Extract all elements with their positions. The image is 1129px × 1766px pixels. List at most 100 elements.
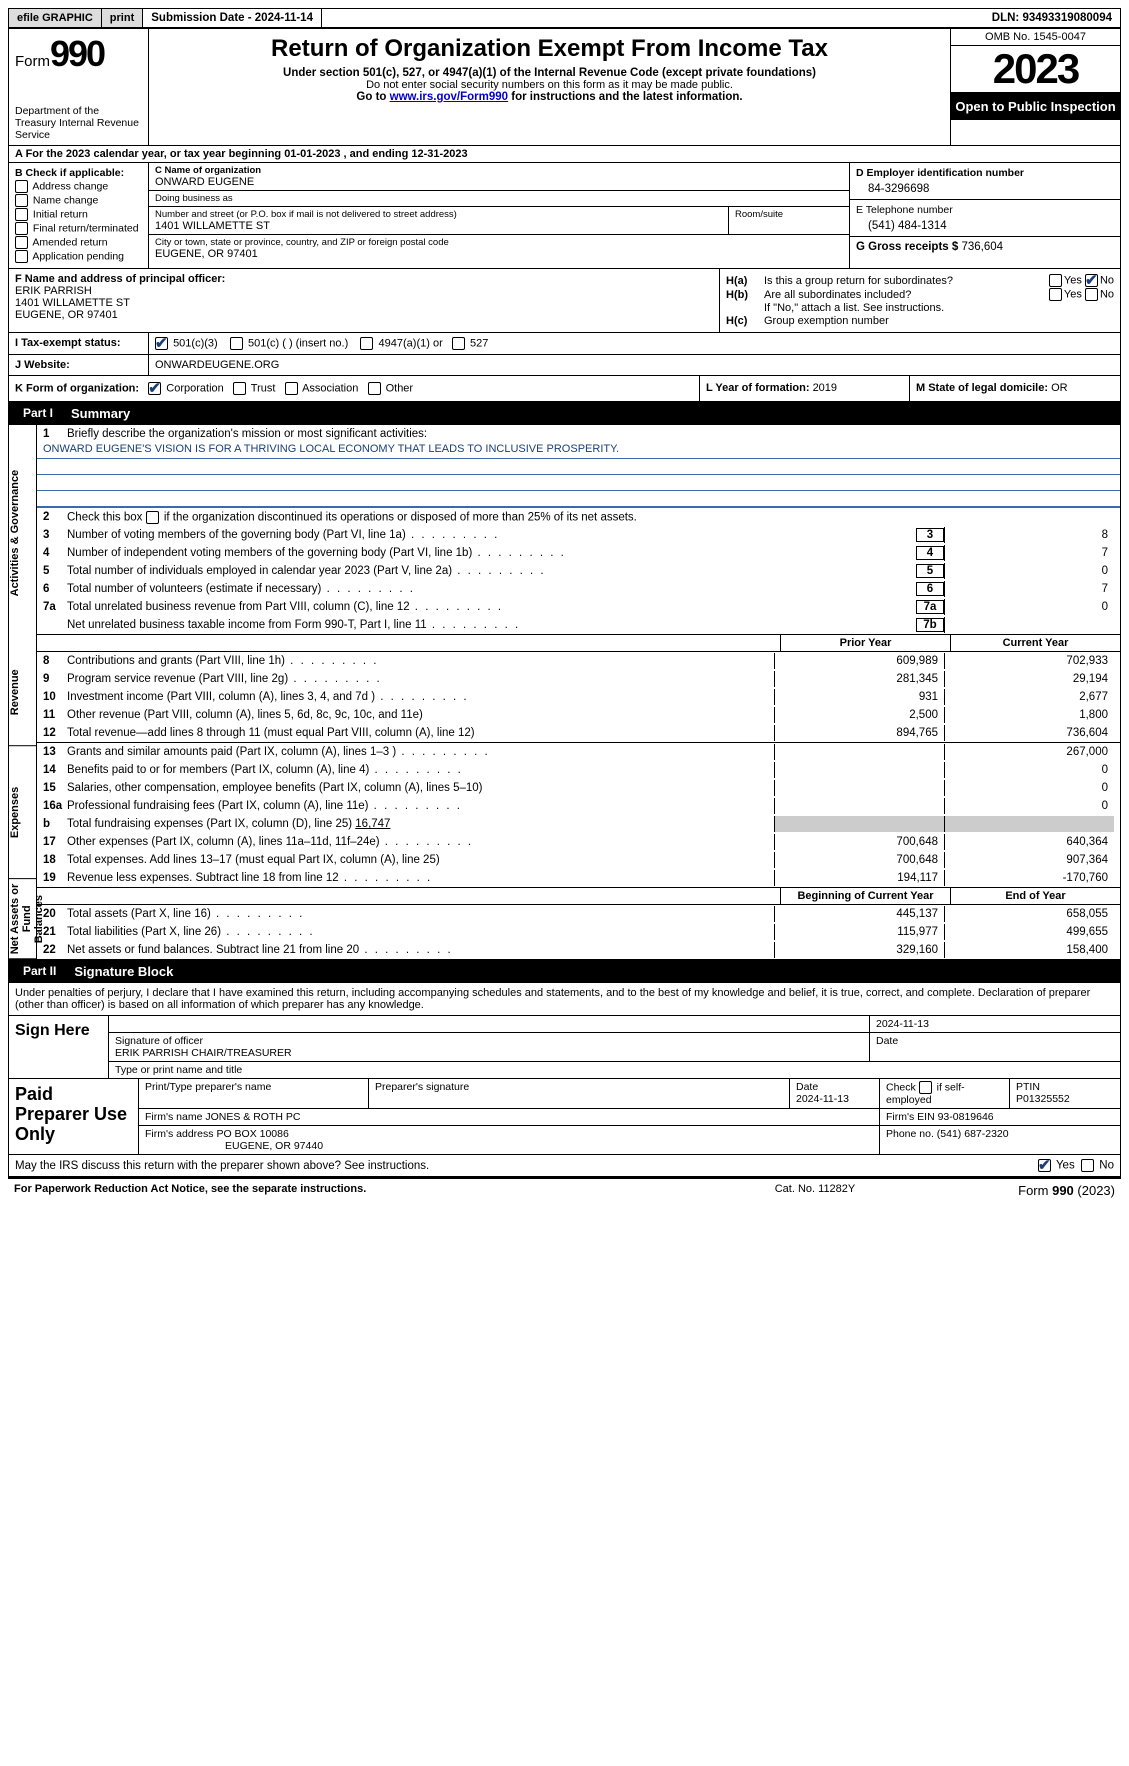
- sidebar-netassets: Net Assets or Fund Balances: [9, 879, 36, 959]
- preparer-name-label: Print/Type preparer's name: [145, 1081, 362, 1093]
- submission-date: Submission Date - 2024-11-14: [143, 9, 322, 27]
- subordinates-label: Are all subordinates included?: [764, 289, 1049, 301]
- open-public-badge: Open to Public Inspection: [951, 93, 1120, 120]
- line-2-label: Check this box if the organization disco…: [67, 511, 1114, 524]
- paperwork-notice: For Paperwork Reduction Act Notice, see …: [14, 1183, 715, 1198]
- website-row: J Website: ONWARDEUGENE.ORG: [8, 355, 1121, 376]
- check-501c[interactable]: [230, 337, 243, 350]
- part-2-header: Part II Signature Block: [8, 960, 1121, 983]
- org-form-row: K Form of organization: Corporation Trus…: [8, 376, 1121, 402]
- line-21-label: Total liabilities (Part X, line 26): [67, 926, 774, 938]
- check-amended-return[interactable]: Amended return: [15, 236, 142, 249]
- line-7b-value: [944, 617, 1114, 633]
- check-final-return[interactable]: Final return/terminated: [15, 222, 142, 235]
- check-address-change[interactable]: Address change: [15, 180, 142, 193]
- line-5-label: Total number of individuals employed in …: [67, 565, 912, 577]
- top-bar: efile GRAPHIC print Submission Date - 20…: [8, 8, 1121, 29]
- org-name-label: C Name of organization: [155, 165, 843, 176]
- efile-graphic-button[interactable]: efile GRAPHIC: [9, 9, 102, 27]
- status-label: I Tax-exempt status:: [9, 333, 149, 354]
- officer-addr1: 1401 WILLAMETTE ST: [15, 297, 713, 309]
- form-footer: Form 990 (2023): [915, 1183, 1115, 1198]
- check-trust[interactable]: [233, 382, 246, 395]
- room-label: Room/suite: [735, 209, 843, 220]
- sidebar-activities: Activities & Governance: [9, 425, 36, 640]
- line-15-label: Salaries, other compensation, employee b…: [67, 782, 774, 794]
- line-3-value: 8: [944, 527, 1114, 543]
- line-14-label: Benefits paid to or for members (Part IX…: [67, 764, 774, 776]
- sidebar-expenses: Expenses: [9, 747, 36, 879]
- line-22-label: Net assets or fund balances. Subtract li…: [67, 944, 774, 956]
- line-18-label: Total expenses. Add lines 13–17 (must eq…: [67, 854, 774, 866]
- check-501c3[interactable]: [155, 337, 168, 350]
- check-other[interactable]: [368, 382, 381, 395]
- ha-no[interactable]: [1085, 274, 1098, 287]
- subtitle-2: Do not enter social security numbers on …: [157, 79, 942, 91]
- group-return-label: Is this a group return for subordinates?: [764, 275, 1049, 287]
- phone-value: (541) 484-1314: [856, 216, 1114, 232]
- line-13-label: Grants and similar amounts paid (Part IX…: [67, 746, 774, 758]
- identity-block: B Check if applicable: Address change Na…: [8, 163, 1121, 269]
- line-9-label: Program service revenue (Part VIII, line…: [67, 673, 774, 685]
- hb-no[interactable]: [1085, 288, 1098, 301]
- officer-group-row: F Name and address of principal officer:…: [8, 269, 1121, 333]
- line-a-tax-year: A For the 2023 calendar year, or tax yea…: [8, 146, 1121, 163]
- sidebar-revenue: Revenue: [9, 640, 36, 746]
- group-exemption-label: Group exemption number: [764, 315, 1114, 327]
- department-label: Department of the Treasury Internal Reve…: [15, 105, 142, 141]
- gross-receipts: G Gross receipts $ 736,604: [856, 241, 1114, 253]
- check-527[interactable]: [452, 337, 465, 350]
- ein-value: 84-3296698: [856, 179, 1114, 195]
- form-number: Form990: [15, 33, 142, 75]
- check-name-change[interactable]: Name change: [15, 194, 142, 207]
- subtitle-3: Go to www.irs.gov/Form990 for instructio…: [157, 91, 942, 103]
- address-value: 1401 WILLAMETTE ST: [155, 220, 722, 232]
- ha-yes[interactable]: [1049, 274, 1062, 287]
- officer-sig-label: Signature of officer: [115, 1035, 863, 1047]
- form-header: Form990 Department of the Treasury Inter…: [8, 29, 1121, 146]
- check-corporation[interactable]: [148, 382, 161, 395]
- paid-preparer-block: Paid Preparer Use Only Print/Type prepar…: [8, 1079, 1121, 1155]
- line-4-label: Number of independent voting members of …: [67, 547, 912, 559]
- year-formation: L Year of formation: 2019: [700, 376, 910, 401]
- attach-list-label: If "No," attach a list. See instructions…: [764, 302, 1114, 314]
- omb-number: OMB No. 1545-0047: [951, 29, 1120, 46]
- line-6-label: Total number of volunteers (estimate if …: [67, 583, 912, 595]
- check-association[interactable]: [285, 382, 298, 395]
- perjury-statement: Under penalties of perjury, I declare th…: [8, 983, 1121, 1016]
- line-4-value: 7: [944, 545, 1114, 561]
- preparer-sig-label: Preparer's signature: [375, 1081, 783, 1093]
- line-16a-label: Professional fundraising fees (Part IX, …: [67, 800, 774, 812]
- website-label: J Website:: [9, 355, 149, 375]
- print-button[interactable]: print: [102, 9, 143, 27]
- line-5-value: 0: [944, 563, 1114, 579]
- check-discontinued[interactable]: [146, 511, 159, 524]
- paid-preparer-label: Paid Preparer Use Only: [9, 1079, 139, 1154]
- irs-link[interactable]: www.irs.gov/Form990: [390, 91, 508, 103]
- hb-yes[interactable]: [1049, 288, 1062, 301]
- tax-status-row: I Tax-exempt status: 501(c)(3) 501(c) ( …: [8, 333, 1121, 355]
- form-title: Return of Organization Exempt From Incom…: [157, 35, 942, 63]
- self-employed-check[interactable]: Check if self-employed: [880, 1079, 1010, 1108]
- check-application-pending[interactable]: Application pending: [15, 250, 142, 263]
- officer-label: F Name and address of principal officer:: [15, 273, 713, 285]
- line-7a-label: Total unrelated business revenue from Pa…: [67, 601, 912, 613]
- discuss-no[interactable]: [1081, 1159, 1094, 1172]
- tax-year: 2023: [951, 46, 1120, 93]
- line-3-label: Number of voting members of the governin…: [67, 529, 912, 541]
- line-11-label: Other revenue (Part VIII, column (A), li…: [67, 709, 774, 721]
- may-irs-discuss-row: May the IRS discuss this return with the…: [8, 1155, 1121, 1177]
- line-19-label: Revenue less expenses. Subtract line 18 …: [67, 872, 774, 884]
- sign-here-label: Sign Here: [9, 1016, 109, 1078]
- line-20-label: Total assets (Part X, line 16): [67, 908, 774, 920]
- officer-sig-name: ERIK PARRISH CHAIR/TREASURER: [115, 1047, 863, 1059]
- begin-year-header: Beginning of Current Year: [780, 888, 950, 904]
- end-year-header: End of Year: [950, 888, 1120, 904]
- check-initial-return[interactable]: Initial return: [15, 208, 142, 221]
- line-1-label: Briefly describe the organization's miss…: [67, 428, 1114, 440]
- page-footer: For Paperwork Reduction Act Notice, see …: [8, 1177, 1121, 1202]
- city-value: EUGENE, OR 97401: [155, 248, 843, 260]
- discuss-yes[interactable]: [1038, 1159, 1051, 1172]
- city-label: City or town, state or province, country…: [155, 237, 843, 248]
- check-4947[interactable]: [360, 337, 373, 350]
